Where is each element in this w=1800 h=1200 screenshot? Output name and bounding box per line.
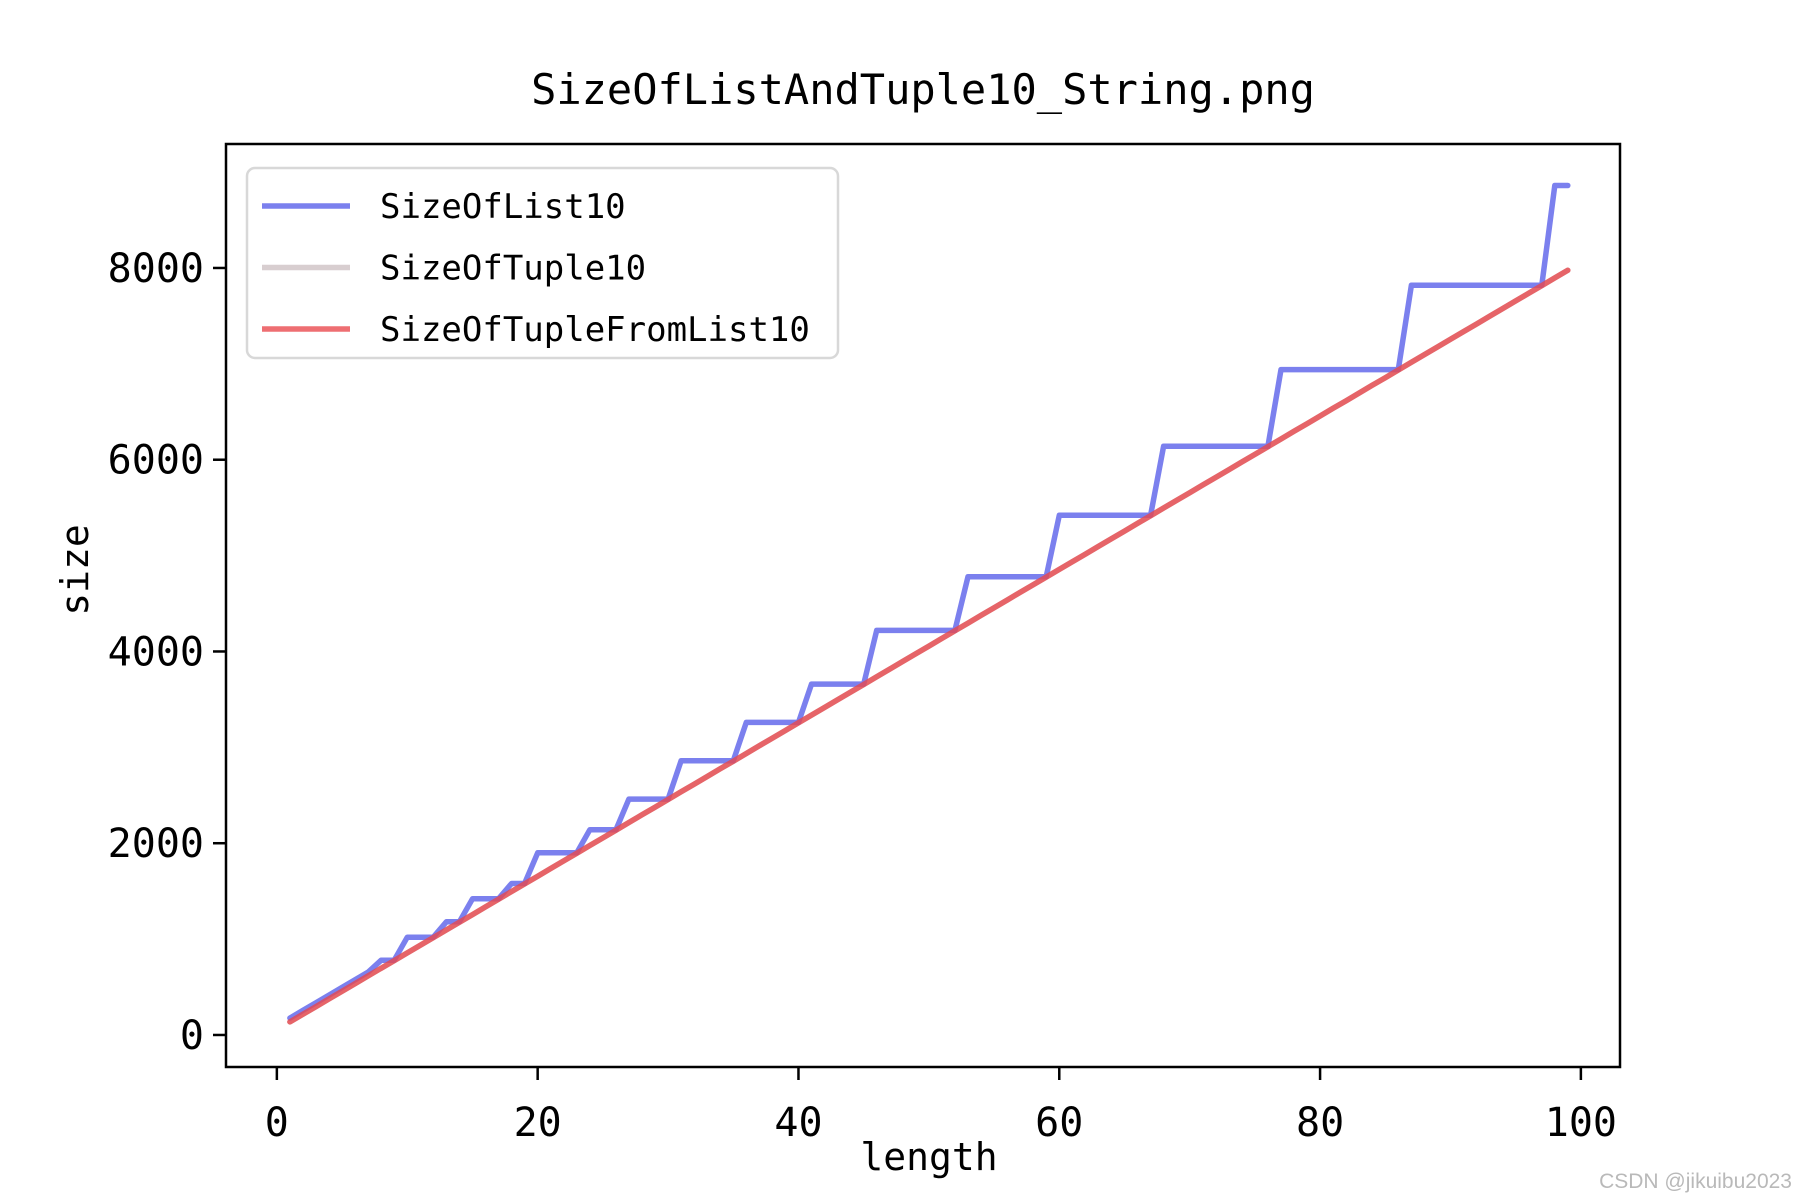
- series-layer: [287, 182, 1571, 1025]
- y-tick-label: 8000: [108, 246, 204, 292]
- y-tick-label: 4000: [108, 629, 204, 675]
- x-tick-label: 80: [1296, 1100, 1344, 1146]
- y-axis-label: size: [53, 524, 97, 616]
- legend-label-sizeoftuplefromlist10: SizeOfTupleFromList10: [380, 310, 810, 350]
- x-tick-label: 100: [1545, 1100, 1617, 1146]
- axes-frame: [224, 142, 1622, 1069]
- watermark: CSDN @jikuibu2023: [1599, 1170, 1792, 1193]
- legend-label-sizeoflist10: SizeOfList10: [380, 187, 626, 227]
- x-tick-label: 40: [774, 1100, 822, 1146]
- y-tick-label: 0: [180, 1013, 204, 1059]
- x-tick-label: 20: [514, 1100, 562, 1146]
- legend-label-sizeoftuple10: SizeOfTuple10: [380, 249, 646, 289]
- chart-title: SizeOfListAndTuple10_String.png: [531, 65, 1315, 114]
- x-tick-label: 60: [1035, 1100, 1083, 1146]
- legend-item: SizeOfList10: [262, 187, 626, 227]
- legend-item: SizeOfTupleFromList10: [262, 310, 810, 350]
- series-line-sizeoftuplefromlist10: [287, 267, 1571, 1025]
- legend-frame: [245, 166, 840, 360]
- x-axis-label: length: [860, 1135, 997, 1179]
- axes-layer: 0 20 40 60 80 100 0 2000 4000 6000 8000: [108, 142, 1622, 1146]
- x-tick-label: 0: [265, 1100, 289, 1146]
- y-tick-label: 6000: [108, 438, 204, 484]
- y-tick-label: 2000: [108, 821, 204, 867]
- legend-item: SizeOfTuple10: [262, 249, 646, 289]
- legend: SizeOfList10 SizeOfTuple10 SizeOfTupleFr…: [245, 166, 840, 360]
